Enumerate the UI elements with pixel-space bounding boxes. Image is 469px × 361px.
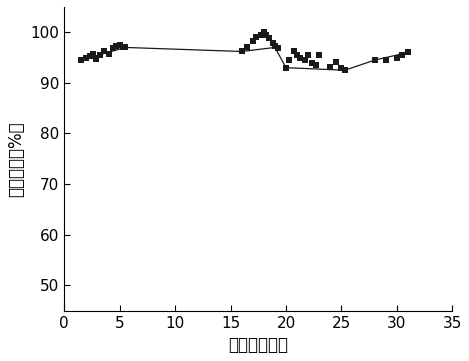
Point [290, 49, 297, 55]
Point [89, 51, 97, 56]
Point [93, 56, 100, 61]
Point [332, 59, 340, 65]
Point [113, 44, 120, 49]
Point [301, 57, 309, 63]
X-axis label: 时间（小时）: 时间（小时） [228, 336, 288, 354]
Point [297, 55, 304, 60]
Point [96, 52, 104, 58]
Point [404, 49, 412, 55]
Point [257, 32, 264, 38]
Point [371, 57, 378, 63]
Point [262, 32, 270, 38]
Point [338, 65, 345, 70]
Point [393, 55, 401, 60]
Point [308, 60, 315, 65]
Point [265, 35, 273, 41]
Point [249, 39, 257, 44]
Point [238, 49, 245, 55]
Point [382, 57, 390, 63]
Point [121, 44, 129, 50]
Point [83, 55, 90, 60]
Point [100, 49, 108, 55]
Point [286, 57, 293, 63]
Point [341, 67, 348, 73]
Point [326, 64, 334, 70]
Point [312, 62, 320, 68]
Point [119, 44, 127, 50]
Point [116, 42, 123, 48]
Point [282, 65, 290, 70]
Point [260, 29, 268, 35]
Point [294, 52, 301, 58]
Y-axis label: 一氧化碳（%）: 一氧化碳（%） [7, 121, 25, 197]
Point [274, 45, 282, 51]
Point [243, 44, 251, 50]
Point [252, 34, 260, 40]
Point [86, 53, 93, 59]
Point [271, 44, 279, 49]
Point [77, 57, 84, 63]
Point [269, 40, 276, 46]
Point [399, 52, 406, 58]
Point [109, 45, 117, 51]
Point [304, 52, 312, 58]
Point [316, 52, 323, 58]
Point [105, 51, 113, 56]
